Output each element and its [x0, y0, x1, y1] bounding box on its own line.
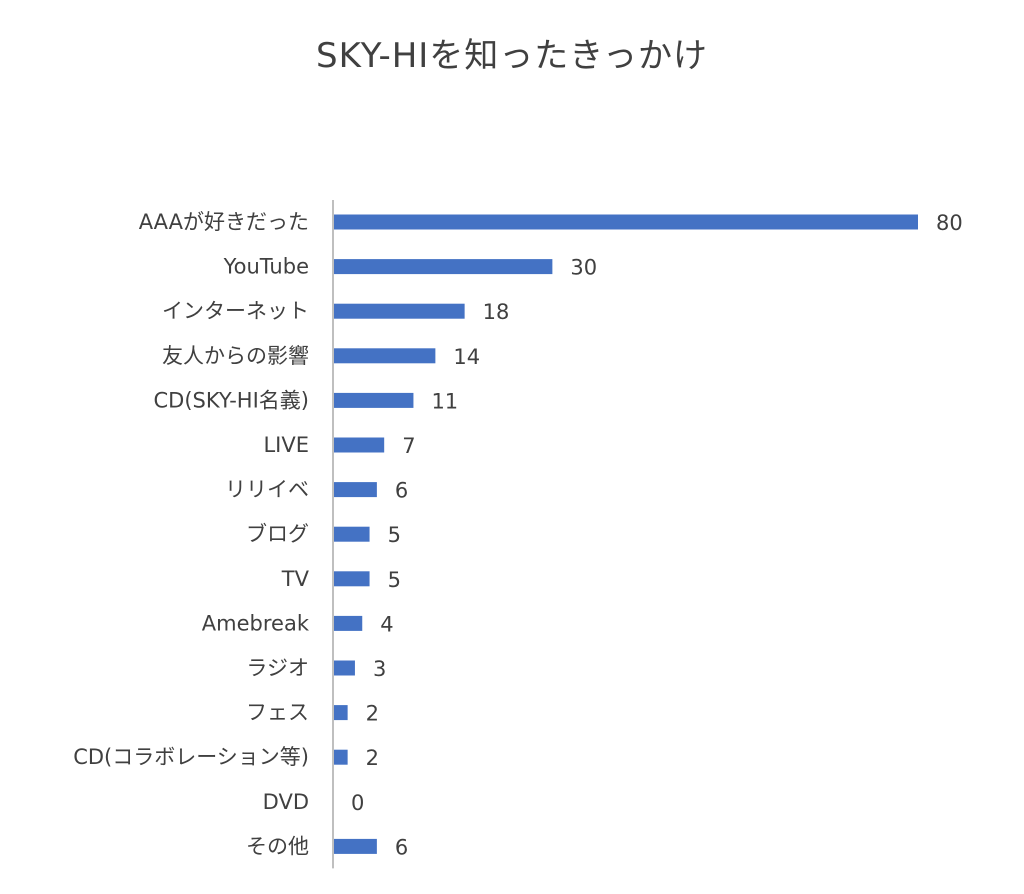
bar — [333, 838, 377, 854]
data-label: 0 — [351, 791, 364, 815]
category-label: その他 — [246, 834, 309, 858]
data-label: 14 — [453, 345, 480, 369]
data-label: 7 — [402, 434, 415, 458]
data-label: 18 — [483, 300, 510, 324]
bar — [333, 259, 553, 275]
bar — [333, 705, 348, 721]
data-label: 6 — [395, 479, 408, 503]
category-label: Amebreak — [202, 611, 310, 635]
bar — [333, 214, 918, 230]
data-label: 30 — [570, 256, 597, 280]
data-label: 3 — [373, 657, 386, 681]
bar — [333, 482, 377, 498]
chart-title: SKY-HIを知ったきっかけ — [316, 36, 708, 76]
bar — [333, 348, 436, 364]
bar — [333, 660, 355, 676]
bar — [333, 615, 363, 631]
category-label: TV — [281, 567, 310, 591]
data-label: 2 — [366, 746, 379, 770]
category-label: ブログ — [246, 522, 309, 546]
category-label: ラジオ — [246, 656, 309, 680]
category-label: リリイベ — [225, 478, 309, 502]
bar — [333, 303, 465, 319]
category-label: フェス — [246, 701, 309, 725]
bar — [333, 571, 370, 587]
category-label: AAAが好きだった — [139, 210, 309, 234]
bar — [333, 392, 414, 408]
category-label: DVD — [263, 790, 309, 814]
data-label: 5 — [388, 568, 401, 592]
category-label: LIVE — [263, 433, 309, 457]
category-label: インターネット — [162, 299, 309, 323]
category-label: CD(SKY-HI名義) — [154, 388, 309, 412]
data-label: 11 — [431, 389, 458, 413]
category-label: 友人からの影響 — [162, 344, 309, 368]
data-label: 5 — [388, 523, 401, 547]
bar — [333, 526, 370, 542]
data-label: 80 — [936, 211, 963, 235]
data-label: 4 — [380, 612, 393, 636]
category-label: CD(コラボレーション等) — [73, 745, 309, 769]
bar — [333, 749, 348, 765]
data-label: 6 — [395, 835, 408, 859]
category-label: YouTube — [223, 255, 309, 279]
bar — [333, 437, 385, 453]
data-label: 2 — [366, 702, 379, 726]
